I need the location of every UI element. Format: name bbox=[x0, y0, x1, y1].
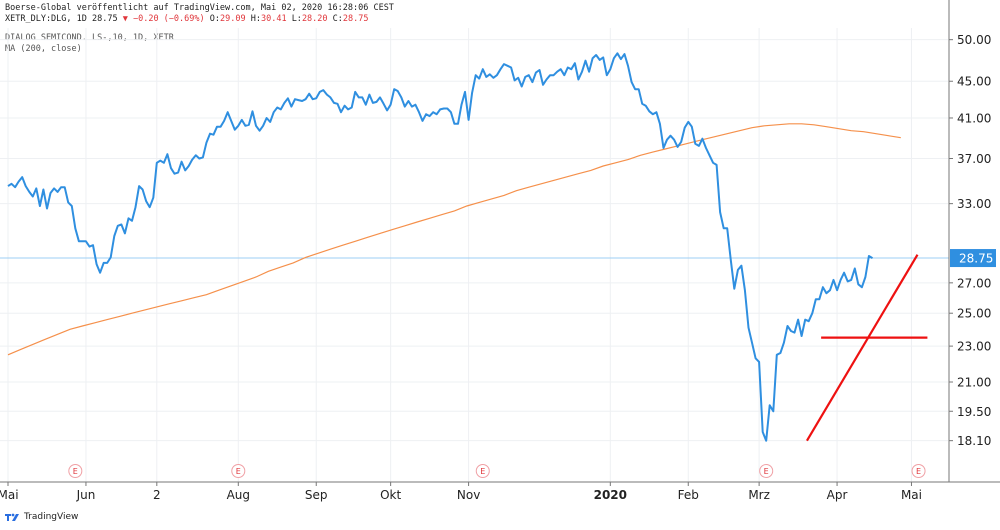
ticker-label: XETR_DLY:DLG, 1D bbox=[5, 14, 87, 24]
earnings-marker: E bbox=[68, 464, 83, 478]
earnings-marker-label: E bbox=[480, 467, 485, 476]
low-label: L: bbox=[291, 14, 302, 24]
x-tick-label: Aug bbox=[227, 488, 250, 502]
open-label: O: bbox=[209, 14, 220, 24]
y-tick-label: 19.50 bbox=[957, 405, 991, 419]
change-value: ▼ −0.20 (−0.69%) bbox=[122, 14, 205, 24]
y-tick-label: 25.00 bbox=[957, 307, 991, 321]
y-tick-label: 41.00 bbox=[957, 111, 991, 125]
earnings-marker-circle bbox=[911, 464, 926, 478]
x-tick-label: Apr bbox=[827, 488, 848, 502]
open-value: 29.09 bbox=[220, 14, 246, 24]
chart-grid bbox=[0, 28, 948, 482]
earnings-marker: E bbox=[231, 464, 246, 478]
x-tick-label: Sep bbox=[305, 488, 328, 502]
series-legend: DIALOG SEMICOND. LS-,10, 1D, XETR bbox=[5, 33, 174, 43]
y-tick-label: 33.00 bbox=[957, 197, 991, 211]
y-tick-label: 23.00 bbox=[957, 340, 991, 354]
earnings-marker-circle bbox=[475, 464, 490, 478]
earnings-marker: E bbox=[911, 464, 926, 478]
price-chart[interactable]: E E E E E 18.10 19.50 21.00 23.00 25.00 27.00 28.7… bbox=[0, 0, 1000, 510]
x-tick-label: Mai bbox=[0, 488, 19, 502]
earnings-marker-circle bbox=[231, 464, 246, 478]
x-tick-label: Jun bbox=[76, 488, 96, 502]
time-axis: Mai Jun 2 Aug Sep Okt Nov 2020 Feb Mrz Apr Mai bbox=[0, 481, 1000, 502]
earnings-marker-label: E bbox=[73, 467, 78, 476]
price-axis: 18.10 19.50 21.00 23.00 25.00 27.00 28.75 33.00… bbox=[948, 0, 996, 482]
tradingview-logo-icon bbox=[5, 513, 19, 521]
low-value: 28.20 bbox=[301, 14, 328, 24]
y-tick-label: 27.00 bbox=[957, 276, 991, 290]
earnings-marker-label: E bbox=[236, 467, 241, 476]
last-price-value: 28.75 bbox=[92, 14, 118, 24]
high-label: H: bbox=[250, 14, 261, 24]
last-price-badge-label: 28.75 bbox=[959, 252, 993, 266]
x-tick-label: Feb bbox=[678, 488, 699, 502]
earnings-marker: E bbox=[475, 464, 490, 478]
x-tick-label: 2 bbox=[153, 488, 161, 502]
ma-200-line bbox=[7, 123, 901, 356]
high-value: 30.41 bbox=[260, 14, 287, 24]
y-tick-label: 21.00 bbox=[957, 376, 991, 390]
earnings-marker-circle bbox=[759, 464, 774, 478]
price-line bbox=[7, 52, 874, 442]
x-tick-label: Mrz bbox=[748, 488, 770, 502]
x-tick-label: Nov bbox=[457, 488, 480, 502]
x-tick-label: Mai bbox=[901, 488, 922, 502]
earnings-marker-label: E bbox=[764, 467, 769, 476]
last-price-badge-bg bbox=[950, 249, 996, 268]
tradingview-logo[interactable]: TradingView bbox=[4, 512, 78, 522]
last-price-badge: 28.75 bbox=[950, 249, 996, 268]
y-tick-label: 18.10 bbox=[957, 434, 991, 448]
ohlc-line: XETR_DLY:DLG, 1D 28.75 ▼ −0.20 (−0.69%) … bbox=[5, 14, 369, 24]
y-tick-label: 50.00 bbox=[957, 33, 991, 47]
x-tick-label: Okt bbox=[380, 488, 401, 502]
earnings-marker-label: E bbox=[916, 467, 921, 476]
tradingview-brand: TradingView bbox=[24, 512, 79, 522]
y-tick-label: 45.00 bbox=[957, 75, 991, 89]
earnings-marker: E bbox=[759, 464, 774, 478]
x-tick-label: 2020 bbox=[594, 488, 627, 502]
ma-legend: MA (200, close) bbox=[5, 44, 82, 54]
support-trendline bbox=[806, 254, 919, 442]
y-tick-label: 37.00 bbox=[957, 152, 991, 166]
close-value: 28.75 bbox=[342, 14, 369, 24]
close-label: C: bbox=[332, 14, 343, 24]
earnings-marker-circle bbox=[68, 464, 83, 478]
publisher-line: Boerse-Global veröffentlicht auf Trading… bbox=[5, 3, 394, 13]
